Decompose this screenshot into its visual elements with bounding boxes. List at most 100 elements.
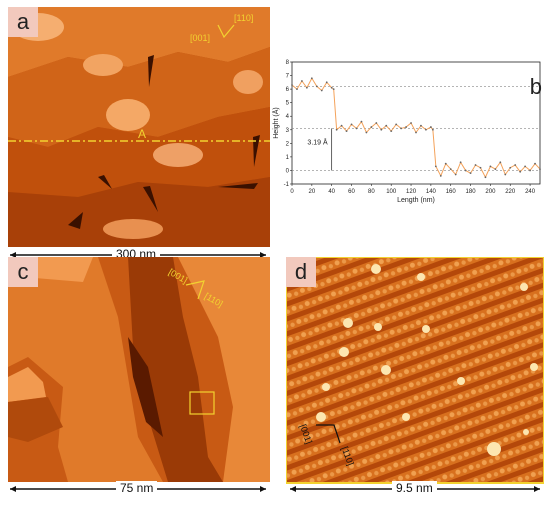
- panel-label: c: [8, 257, 38, 287]
- profile-point: [499, 161, 502, 164]
- panel-a: a A [001] [110] 300 nm: [8, 7, 270, 263]
- profile-point: [454, 173, 457, 176]
- profile-point: [390, 130, 393, 133]
- y-tick-label: 2: [286, 141, 290, 147]
- profile-point: [380, 128, 383, 131]
- profile-point: [301, 80, 303, 82]
- x-tick-label: 200: [485, 189, 496, 195]
- panel-label: d: [286, 257, 316, 287]
- profile-point: [464, 169, 467, 172]
- y-tick-label: 0: [286, 168, 290, 174]
- marker-a-text: A: [138, 127, 147, 141]
- profile-point: [479, 166, 482, 169]
- x-tick-label: 0: [290, 189, 294, 195]
- y-axis-label: Height (Å): [272, 107, 280, 139]
- y-tick-label: 5: [286, 101, 290, 107]
- profile-point: [431, 128, 434, 131]
- profile-point: [449, 168, 452, 170]
- x-tick-label: 180: [466, 189, 477, 195]
- zoom-region-box: [189, 391, 215, 415]
- scale-bar-label: 9.5 nm: [392, 481, 437, 495]
- profile-point: [425, 128, 427, 131]
- orientation-arrows-a: [217, 24, 235, 39]
- profile-point: [325, 81, 328, 84]
- profile-point: [370, 126, 373, 128]
- profile-point: [335, 128, 338, 131]
- x-tick-label: 20: [308, 189, 315, 195]
- x-tick-label: 40: [328, 189, 335, 195]
- orientation-arrows-d: [316, 424, 341, 444]
- x-tick-label: 80: [368, 189, 375, 195]
- stm-image-d: [285, 256, 545, 492]
- profile-point: [400, 127, 403, 130]
- y-tick-label: -1: [284, 182, 290, 188]
- profile-point: [474, 164, 477, 166]
- profile-point: [320, 89, 323, 92]
- profile-point: [360, 120, 363, 123]
- y-tick-label: 7: [286, 74, 290, 80]
- profile-point: [340, 124, 343, 127]
- dir-110-label: [110]: [234, 13, 254, 23]
- profile-point: [484, 176, 487, 179]
- profile-point: [514, 164, 517, 166]
- profile-point: [375, 122, 378, 124]
- profile-point: [509, 166, 512, 169]
- orientation-arrows-c: [185, 280, 205, 300]
- profile-point: [395, 123, 398, 126]
- profile-point: [494, 168, 497, 170]
- x-tick-label: 120: [406, 189, 417, 195]
- profile-point: [429, 126, 432, 128]
- profile-point: [504, 173, 507, 176]
- x-tick-label: 240: [525, 189, 536, 195]
- profile-point: [315, 85, 318, 88]
- x-tick-label: 220: [505, 189, 516, 195]
- dir-001-label: [001]: [190, 33, 211, 43]
- stm-image-c: [8, 257, 270, 492]
- profile-point: [332, 88, 335, 91]
- panel-d: d [001] [110] 9.5 nm: [285, 256, 545, 497]
- y-tick-label: 4: [286, 114, 290, 120]
- profile-point: [469, 172, 472, 175]
- panel-label: a: [8, 7, 38, 37]
- profile-point: [539, 168, 541, 170]
- profile-point: [305, 86, 308, 89]
- profile-point: [310, 77, 313, 80]
- profile-point: [524, 165, 527, 168]
- profile-point: [330, 86, 333, 89]
- x-tick-label: 160: [446, 189, 457, 195]
- profile-point: [296, 88, 298, 91]
- panel-b: 0 20 40 60 80 100 120 140 160 180 200 220 240 -1 0 1 2 3 4…: [271, 58, 550, 216]
- profile-point: [459, 161, 462, 164]
- profile-point: [529, 169, 531, 172]
- profile-point: [385, 124, 388, 127]
- profile-point: [439, 174, 442, 177]
- height-profile-chart: 0 20 40 60 80 100 120 140 160 180 200 220 240-101234…: [271, 60, 541, 204]
- profile-point: [534, 162, 536, 165]
- x-tick-label: 140: [426, 189, 437, 195]
- step-height-annotation: 3.19 Å: [307, 138, 328, 147]
- y-tick-label: 8: [286, 60, 290, 66]
- profile-point: [415, 131, 417, 134]
- profile-point: [291, 84, 293, 86]
- profile-point: [345, 130, 348, 133]
- panel-c: c [001] [110] 75 nm: [8, 257, 270, 497]
- profile-point: [489, 165, 492, 168]
- stm-image-a: [8, 7, 270, 258]
- y-tick-label: 3: [286, 128, 290, 134]
- plot-frame: [291, 61, 541, 185]
- y-tick-label: 6: [286, 87, 290, 93]
- y-tick-label: 1: [286, 155, 290, 161]
- profile-point: [365, 131, 368, 134]
- x-tick-label: 100: [386, 189, 397, 195]
- profile-point: [405, 126, 407, 128]
- island: [106, 99, 150, 131]
- x-tick-label: 60: [348, 189, 355, 195]
- x-axis-label: Length (nm): [397, 197, 435, 204]
- profile-point: [434, 165, 437, 168]
- profile-point: [355, 127, 358, 130]
- panel-label: b: [529, 74, 542, 99]
- profile-point: [420, 124, 422, 127]
- profile-point: [350, 123, 353, 126]
- profile-point: [519, 170, 522, 173]
- profile-point: [444, 162, 447, 165]
